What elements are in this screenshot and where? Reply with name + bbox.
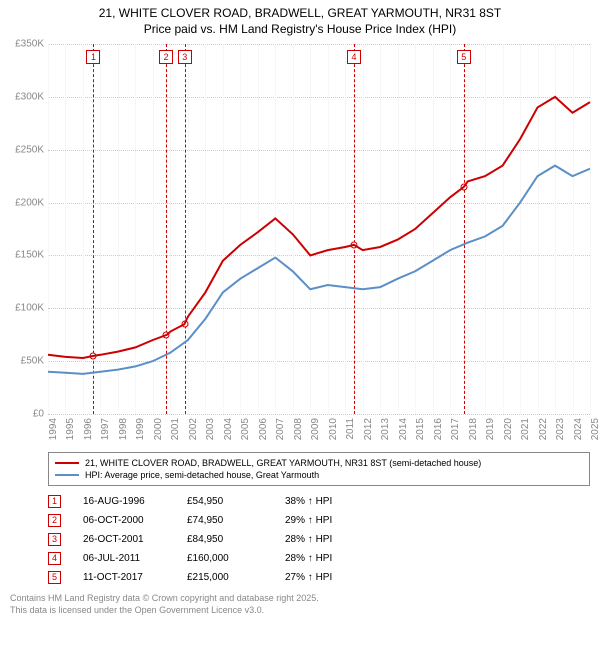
transaction-price: £215,000 — [187, 572, 277, 583]
y-axis-label: £250K — [15, 144, 48, 155]
x-axis-label: 1999 — [135, 418, 146, 440]
transaction-marker: 2 — [48, 514, 61, 527]
legend-label: HPI: Average price, semi-detached house,… — [85, 470, 319, 480]
x-axis-label: 2016 — [433, 418, 444, 440]
y-axis-label: £150K — [15, 250, 48, 261]
x-axis-label: 2025 — [590, 418, 600, 440]
transaction-delta: 27% ↑ HPI — [285, 572, 590, 583]
transaction-price: £54,950 — [187, 496, 277, 507]
x-axis-label: 2005 — [240, 418, 251, 440]
x-axis-label: 2014 — [398, 418, 409, 440]
transaction-delta: 28% ↑ HPI — [285, 553, 590, 564]
x-axis-labels: 1994 1995 1996 1997 1998 1999 2000 2001 2002 2003… — [48, 414, 590, 444]
x-axis-label: 2004 — [223, 418, 234, 440]
x-axis-label: 2015 — [415, 418, 426, 440]
y-axis-label: £50K — [21, 356, 48, 367]
x-axis-label: 2007 — [275, 418, 286, 440]
legend-item: HPI: Average price, semi-detached house,… — [55, 469, 583, 481]
transaction-row: 5 11-OCT-2017 £215,000 27% ↑ HPI — [48, 568, 590, 587]
y-axis-label: £0 — [33, 409, 48, 420]
transaction-delta: 29% ↑ HPI — [285, 515, 590, 526]
x-axis-label: 2001 — [170, 418, 181, 440]
footer-attribution: Contains HM Land Registry data © Crown c… — [10, 593, 590, 616]
transaction-date: 11-OCT-2017 — [69, 572, 179, 583]
footer-line1: Contains HM Land Registry data © Crown c… — [10, 593, 590, 605]
y-axis-label: £300K — [15, 91, 48, 102]
transaction-price: £160,000 — [187, 553, 277, 564]
x-axis-label: 2002 — [188, 418, 199, 440]
chart-title-line2: Price paid vs. HM Land Registry's House … — [0, 22, 600, 44]
transaction-row: 4 06-JUL-2011 £160,000 28% ↑ HPI — [48, 549, 590, 568]
chart-title-line1: 21, WHITE CLOVER ROAD, BRADWELL, GREAT Y… — [0, 0, 600, 22]
transaction-price: £74,950 — [187, 515, 277, 526]
chart-plot-area: £0£50K£100K£150K£200K£250K£300K£350K1234… — [48, 44, 590, 414]
x-axis-label: 2020 — [503, 418, 514, 440]
x-axis-label: 2009 — [310, 418, 321, 440]
x-axis-label: 2021 — [520, 418, 531, 440]
transaction-delta: 38% ↑ HPI — [285, 496, 590, 507]
x-axis-label: 2022 — [538, 418, 549, 440]
x-axis-label: 2019 — [485, 418, 496, 440]
y-axis-label: £200K — [15, 197, 48, 208]
transaction-row: 1 16-AUG-1996 £54,950 38% ↑ HPI — [48, 492, 590, 511]
transaction-delta: 28% ↑ HPI — [285, 534, 590, 545]
footer-line2: This data is licensed under the Open Gov… — [10, 605, 590, 617]
transaction-row: 3 26-OCT-2001 £84,950 28% ↑ HPI — [48, 530, 590, 549]
chart-lines — [48, 44, 590, 414]
x-axis-label: 2023 — [555, 418, 566, 440]
x-axis-label: 2017 — [450, 418, 461, 440]
x-axis-label: 1998 — [118, 418, 129, 440]
transaction-row: 2 06-OCT-2000 £74,950 29% ↑ HPI — [48, 511, 590, 530]
x-axis-label: 2003 — [205, 418, 216, 440]
x-axis-label: 1996 — [83, 418, 94, 440]
chart-legend: 21, WHITE CLOVER ROAD, BRADWELL, GREAT Y… — [48, 452, 590, 486]
x-axis-label: 2006 — [258, 418, 269, 440]
transaction-price: £84,950 — [187, 534, 277, 545]
legend-item: 21, WHITE CLOVER ROAD, BRADWELL, GREAT Y… — [55, 457, 583, 469]
x-axis-label: 2011 — [345, 418, 356, 440]
transactions-table: 1 16-AUG-1996 £54,950 38% ↑ HPI 2 06-OCT-2000… — [48, 492, 590, 587]
transaction-date: 06-JUL-2011 — [69, 553, 179, 564]
x-axis-label: 2012 — [363, 418, 374, 440]
y-axis-label: £100K — [15, 303, 48, 314]
transaction-marker: 4 — [48, 552, 61, 565]
legend-label: 21, WHITE CLOVER ROAD, BRADWELL, GREAT Y… — [85, 458, 481, 468]
transaction-date: 26-OCT-2001 — [69, 534, 179, 545]
x-axis-label: 2000 — [153, 418, 164, 440]
legend-swatch — [55, 462, 79, 464]
x-axis-label: 2008 — [293, 418, 304, 440]
x-gridline — [590, 44, 591, 414]
transaction-date: 16-AUG-1996 — [69, 496, 179, 507]
series-line — [48, 97, 590, 358]
x-axis-label: 2010 — [328, 418, 339, 440]
x-axis-label: 2024 — [573, 418, 584, 440]
transaction-marker: 5 — [48, 571, 61, 584]
x-axis-label: 1997 — [100, 418, 111, 440]
x-axis-label: 1994 — [48, 418, 59, 440]
transaction-marker: 3 — [48, 533, 61, 546]
transaction-marker: 1 — [48, 495, 61, 508]
x-axis-label: 2018 — [468, 418, 479, 440]
x-axis-label: 1995 — [65, 418, 76, 440]
transaction-date: 06-OCT-2000 — [69, 515, 179, 526]
x-axis-label: 2013 — [380, 418, 391, 440]
series-line — [48, 166, 590, 374]
legend-swatch — [55, 474, 79, 476]
y-axis-label: £350K — [15, 39, 48, 50]
